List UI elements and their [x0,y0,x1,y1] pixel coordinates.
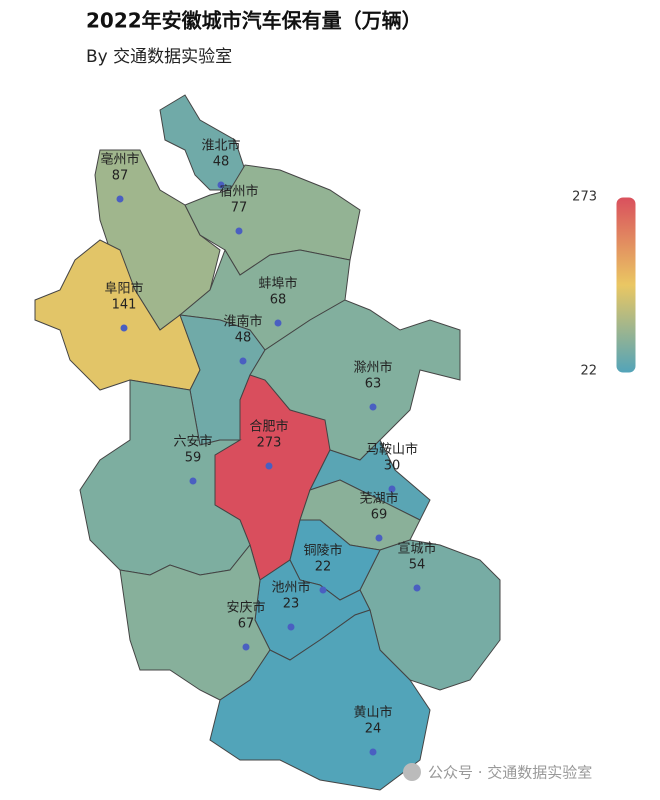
city-dot [265,462,273,470]
visual-map-max: 273 [572,190,597,205]
city-name: 淮南市 [223,314,262,330]
city-value: 22 [315,560,332,575]
city-dot [235,227,243,235]
city-name: 蚌埠市 [258,276,297,292]
city-name: 滁州市 [353,360,392,376]
city-name: 黄山市 [353,705,392,721]
region [209,609,431,791]
city-name: 宿州市 [219,184,258,200]
watermark-icon [403,763,421,781]
visual-map: 273 22 [572,190,639,379]
city-value: 63 [365,377,382,392]
map [34,94,501,791]
city-dot [189,477,197,485]
city-name: 铜陵市 [303,543,342,559]
city-dot [369,748,377,756]
city-name: 六安市 [173,434,212,450]
chart-title: 2022年安徽城市汽车保有量（万辆） [86,9,422,33]
map-labels: 亳州市87淮北市48宿州市77阜阳市141蚌埠市68淮南市48滁州市63合肥市2… [100,138,437,756]
city-value: 68 [270,293,287,308]
city-value: 54 [409,558,426,573]
city-name: 亳州市 [100,152,139,168]
city-value: 59 [185,451,202,466]
city-dot [274,319,282,327]
watermark-text: 公众号 · 交通数据实验室 [428,764,592,782]
city-name: 宣城市 [397,541,436,557]
city-value: 273 [257,436,282,451]
chart-subtitle: By 交通数据实验室 [86,47,232,67]
city-dot [375,534,383,542]
city-name: 淮北市 [201,138,240,154]
city-value: 141 [112,298,137,313]
visual-map-min: 22 [580,364,597,379]
city-value: 67 [238,617,255,632]
city-dot [287,623,295,631]
city-name: 池州市 [271,580,310,596]
city-name: 芜湖市 [359,491,398,507]
city-dot [369,403,377,411]
city-dot [116,195,124,203]
city-name: 马鞍山市 [366,442,418,458]
city-dot [242,643,250,651]
city-value: 48 [235,331,252,346]
city-name: 安庆市 [226,600,265,616]
visual-map-bar [613,194,639,376]
city-value: 87 [112,169,129,184]
city-dot [388,485,396,493]
city-dot [120,324,128,332]
city-dot [217,181,225,189]
city-value: 23 [283,597,300,612]
city-name: 合肥市 [249,419,288,435]
city-dot [413,584,421,592]
city-value: 69 [371,508,388,523]
city-dot [239,357,247,365]
city-name: 阜阳市 [104,281,143,297]
watermark: 公众号 · 交通数据实验室 [403,763,592,782]
region [119,543,271,701]
city-value: 30 [384,459,401,474]
city-dot [319,586,327,594]
city-value: 24 [365,722,382,737]
city-value: 48 [213,155,230,170]
city-value: 77 [231,201,248,216]
